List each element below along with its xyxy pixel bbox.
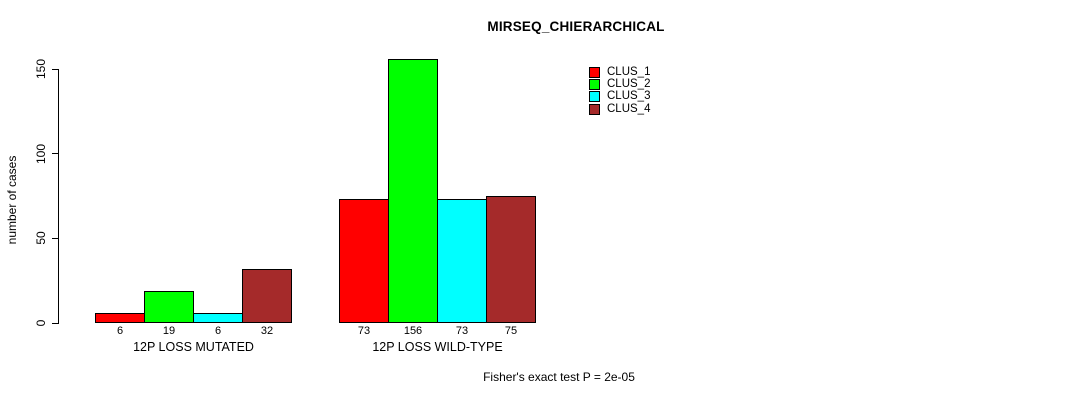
bar-clus_3-group1	[193, 313, 243, 323]
bar-value-label: 32	[260, 325, 274, 337]
bar-value-label: 73	[455, 325, 469, 337]
y-tick-label: 0	[34, 319, 48, 327]
y-tick	[52, 237, 59, 239]
bar-clus_2-group2	[388, 59, 438, 323]
bar-clus_3-group2	[437, 199, 487, 323]
bar-clus_1-group2	[339, 199, 389, 323]
y-tick	[52, 68, 59, 70]
legend-swatch-icon	[589, 91, 600, 103]
legend-item-clus_1: CLUS_1	[589, 66, 650, 78]
legend-label: CLUS_3	[607, 90, 651, 103]
bar-value-label: 75	[504, 325, 518, 337]
bar-value-label: 19	[162, 325, 176, 337]
bar-clus_4-group1	[242, 269, 292, 323]
bar-value-label: 156	[403, 325, 423, 337]
bar-clus_4-group2	[486, 196, 536, 323]
legend-item-clus_4: CLUS_4	[589, 103, 650, 115]
y-tick	[52, 153, 59, 155]
legend-item-clus_3: CLUS_3	[589, 91, 650, 103]
y-axis-line	[58, 69, 59, 324]
bar-value-label: 6	[116, 325, 124, 337]
y-tick-label: 50	[34, 231, 48, 246]
bar-value-label: 6	[214, 325, 222, 337]
footer-annotation: Fisher's exact test P = 2e-05	[483, 370, 635, 384]
legend-swatch-icon	[589, 79, 600, 91]
bar-clus_1-group1	[95, 313, 145, 323]
legend-label: CLUS_4	[607, 102, 651, 115]
legend-label: CLUS_2	[607, 78, 651, 91]
legend-swatch-icon	[589, 66, 600, 78]
y-tick	[52, 322, 59, 324]
legend-swatch-icon	[589, 103, 600, 115]
chart-title: MIRSEQ_CHIERARCHICAL	[487, 19, 665, 34]
legend-item-clus_2: CLUS_2	[589, 78, 651, 91]
group-label: 12P LOSS WILD-TYPE	[372, 340, 503, 354]
group-label: 12P LOSS MUTATED	[133, 340, 254, 354]
y-tick-label: 150	[34, 58, 48, 80]
y-tick-label: 100	[34, 143, 48, 164]
legend-label: CLUS_1	[607, 65, 651, 78]
bar-clus_2-group1	[144, 291, 194, 323]
legend: CLUS_1 CLUS_2 CLUS_3 CLUS_4	[589, 66, 650, 116]
bar-value-label: 73	[357, 325, 371, 337]
